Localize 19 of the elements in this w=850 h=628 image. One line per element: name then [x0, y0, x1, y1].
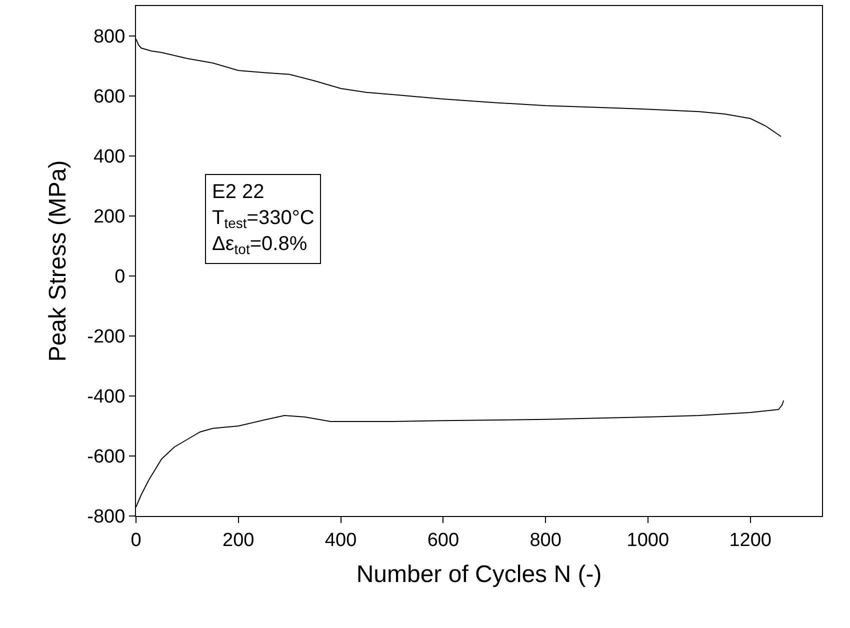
y-tick-label: 0	[114, 266, 126, 288]
annotation: E2 22 T$_{test}$=330°C Δε$_{tot}$=0.8%	[212, 181, 314, 258]
y-tick-label: -400	[87, 386, 126, 408]
y-tick-label: 200	[93, 206, 126, 228]
y-tick-label: 800	[93, 26, 126, 48]
y-tick-label: 600	[93, 86, 126, 108]
y-tick-label: 400	[93, 146, 126, 168]
x-axis-title: Number of Cycles N (-)	[356, 561, 602, 588]
x-tick-label: 1200	[729, 530, 772, 551]
y-tick-label: -600	[87, 446, 126, 468]
x-tick-label: 1000	[626, 530, 670, 551]
x-tick-label: 800	[530, 530, 562, 551]
y-axis-title: Peak Stress (MPa)	[44, 160, 72, 362]
y-tick-label: -200	[87, 326, 126, 348]
x-tick-label: 600	[427, 530, 460, 551]
x-tick-label: 0	[130, 530, 142, 551]
x-tick-label: 200	[222, 530, 254, 551]
x-tick-label: 400	[324, 530, 357, 551]
y-tick-label: -800	[87, 506, 126, 528]
